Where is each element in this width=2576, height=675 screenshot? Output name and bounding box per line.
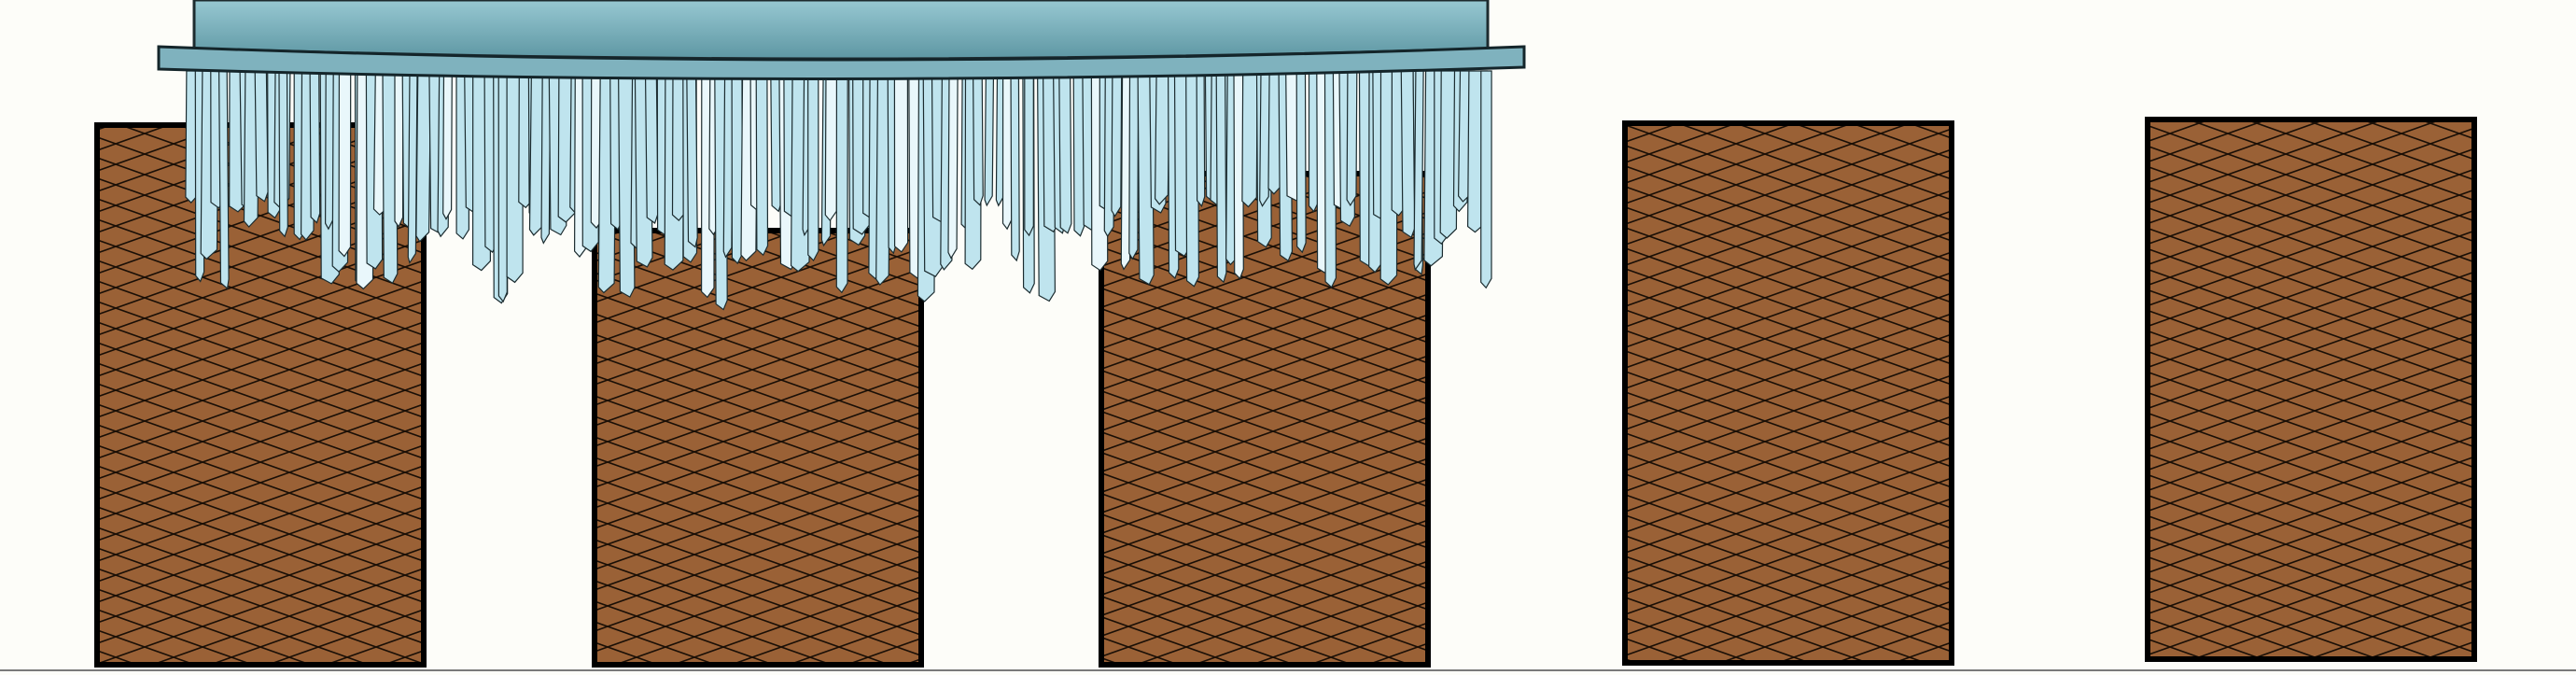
bristle xyxy=(824,70,838,222)
bristle xyxy=(338,70,352,258)
bristle xyxy=(1128,70,1140,260)
bristle xyxy=(1241,70,1258,208)
blocks-group xyxy=(94,117,2477,668)
block-2-crosshatch xyxy=(595,231,921,665)
bristle xyxy=(947,70,959,260)
block-3 xyxy=(1099,171,1431,668)
bristle xyxy=(686,70,698,248)
block-5-outline xyxy=(2145,117,2477,662)
bristle xyxy=(984,70,995,207)
brush-tool xyxy=(157,0,1526,311)
bristle xyxy=(755,70,769,257)
bristle xyxy=(254,70,269,203)
bristle xyxy=(1058,70,1072,234)
bristle xyxy=(1154,70,1170,205)
bristle xyxy=(309,70,321,224)
bristle xyxy=(1480,70,1492,289)
base-plate xyxy=(157,45,1526,81)
bristle xyxy=(1413,70,1424,272)
tank-body xyxy=(192,0,1490,61)
bristle xyxy=(278,70,288,238)
bristle xyxy=(644,70,659,224)
bristle xyxy=(1196,70,1206,208)
bristle xyxy=(497,70,508,303)
block-5-crosshatch xyxy=(2148,120,2474,659)
bristle xyxy=(1400,70,1416,239)
bristle xyxy=(835,70,848,294)
block-4-crosshatch xyxy=(1625,123,1952,663)
bristle xyxy=(394,70,404,229)
bristle xyxy=(1295,70,1307,254)
bristle xyxy=(1024,70,1034,237)
block-4-outline xyxy=(1622,120,1954,666)
bristle xyxy=(1010,70,1020,262)
bristle xyxy=(217,70,230,290)
bristle xyxy=(1215,70,1227,284)
bristle xyxy=(442,70,453,220)
bristle xyxy=(893,70,909,253)
bristles xyxy=(185,70,1492,311)
bristle xyxy=(1111,70,1123,218)
block-2 xyxy=(592,228,924,668)
bristle xyxy=(807,70,819,262)
bristle xyxy=(1346,70,1358,207)
block-4 xyxy=(1622,120,1954,666)
block-5 xyxy=(2145,117,2477,662)
bristle xyxy=(972,70,984,206)
bristle xyxy=(415,70,432,243)
